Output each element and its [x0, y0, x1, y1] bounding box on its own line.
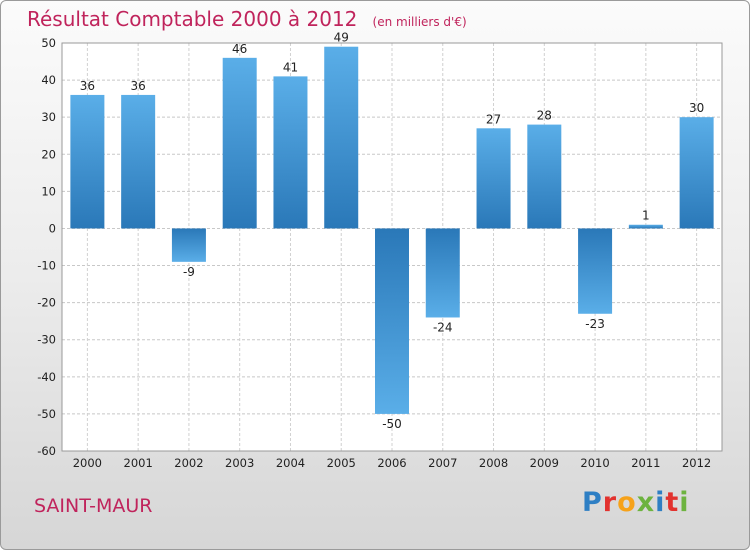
y-tick-label: 40: [41, 73, 56, 87]
bar: [476, 128, 511, 229]
bar: [273, 76, 308, 229]
data-label: 46: [232, 42, 247, 56]
data-label: -24: [433, 320, 453, 334]
logo-letter: o: [617, 487, 637, 518]
x-tick-label: 2002: [174, 456, 203, 470]
title-block: Résultat Comptable 2000 à 2012 (en milli…: [27, 7, 467, 31]
plot-border: [61, 42, 723, 452]
x-tick-label: 2009: [530, 456, 559, 470]
y-tick-label: -60: [37, 444, 56, 458]
x-tick-label: 2011: [631, 456, 660, 470]
y-tick-label: -50: [37, 407, 56, 421]
x-tick-label: 2007: [428, 456, 457, 470]
chart-title: Résultat Comptable 2000 à 2012: [27, 7, 358, 31]
y-tick-label: 0: [49, 221, 56, 235]
data-label: 41: [283, 60, 298, 74]
y-tick-label: 10: [41, 184, 56, 198]
x-tick-label: 2004: [276, 456, 305, 470]
x-tick-label: 2005: [327, 456, 356, 470]
commune-name: SAINT-MAUR: [34, 495, 153, 517]
x-tick-label: 2003: [225, 456, 254, 470]
logo-letter: t: [665, 487, 680, 518]
x-tick-label: 2008: [479, 456, 508, 470]
logo-letter: P: [582, 487, 603, 518]
bar: [121, 94, 156, 229]
data-label: 36: [80, 79, 95, 93]
bar: [171, 228, 206, 262]
y-tick-label: 30: [41, 110, 56, 124]
x-tick-label: 2000: [73, 456, 102, 470]
bar: [628, 224, 663, 229]
chart-unit: (en milliers d'€): [372, 15, 467, 29]
y-tick-label: -20: [37, 296, 56, 310]
bar: [375, 228, 409, 414]
bar: [679, 117, 714, 229]
data-label: 28: [537, 109, 552, 123]
bar: [527, 124, 562, 229]
bar: [222, 57, 257, 229]
logo-letter: i: [679, 487, 690, 518]
logo-letter: r: [602, 487, 618, 518]
y-tick-label: 50: [41, 36, 56, 50]
x-axis-ticks: 2000 2001 2002 2003 2004 2005 2006 2007 2008 2009…: [73, 456, 712, 470]
bar: [324, 46, 359, 229]
logo-letter: x: [636, 487, 656, 518]
logo-letter: i: [655, 487, 666, 518]
data-label: -9: [183, 265, 195, 279]
y-tick-label: -30: [37, 333, 56, 347]
y-tick-label: -10: [37, 259, 56, 273]
bar: [425, 228, 460, 318]
y-tick-label: -40: [37, 370, 56, 384]
data-label: 1: [642, 209, 650, 223]
x-tick-label: 2001: [124, 456, 153, 470]
y-axis-ticks: 50 40 30 20 10 0 -10 -20 -30 -40 -50 -60: [37, 36, 56, 458]
x-tick-label: 2010: [580, 456, 609, 470]
x-tick-label: 2006: [377, 456, 406, 470]
bars: [70, 46, 714, 414]
data-label: -23: [585, 317, 605, 331]
data-labels: 36 36 -9 46 41 49 -50 -24 27 28 -23 1 30: [80, 31, 705, 431]
data-label: 30: [689, 101, 704, 115]
bar: [578, 228, 613, 314]
data-label: 49: [334, 31, 349, 45]
proxiti-logo[interactable]: Proxiti: [582, 487, 690, 518]
data-label: 36: [131, 79, 146, 93]
y-tick-label: 20: [41, 147, 56, 161]
data-label: 27: [486, 112, 501, 126]
x-tick-label: 2012: [682, 456, 711, 470]
bar: [70, 94, 105, 229]
data-label: -50: [382, 417, 402, 431]
